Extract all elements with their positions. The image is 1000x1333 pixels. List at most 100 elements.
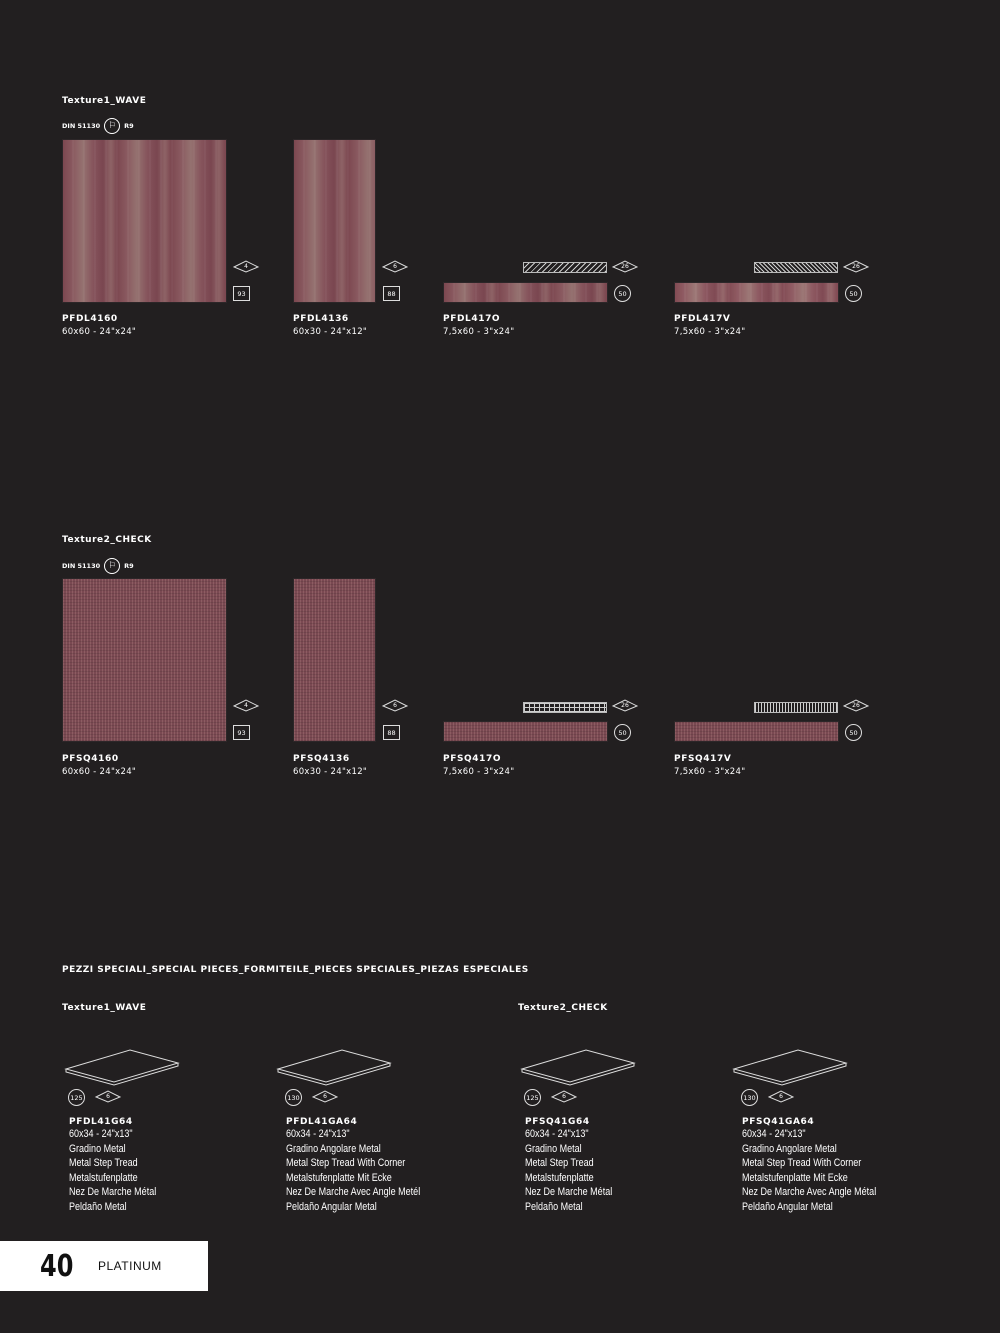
name-es: Peldaño Angular Metal — [286, 1200, 377, 1213]
product-code: PFSQ41G64 — [525, 1117, 590, 1127]
name-de: Metalstufenplatte Mit Ecke — [742, 1171, 848, 1184]
tile-image-pfdl4160 — [62, 139, 227, 303]
product-size: 60x60 - 24"x24" — [62, 767, 137, 777]
tile-image-pfdl417v — [674, 282, 839, 303]
name-es: Peldaño Angular Metal — [742, 1200, 833, 1213]
product-code: PFDL417V — [674, 314, 731, 324]
pallet-count-box: 93 — [233, 286, 250, 301]
pattern-swatch-icon — [523, 702, 607, 713]
slip-resistance-icon: ⚐ — [104, 558, 121, 574]
pack-icon: 26 — [842, 260, 870, 273]
name-de: Metalstufenplatte — [69, 1171, 138, 1184]
step-tread-corner-icon — [732, 1049, 848, 1086]
pack-count: 6 — [562, 1093, 566, 1100]
product-size: 7,5x60 - 3"x24" — [443, 327, 515, 337]
special-check-title: Texture2_CHECK — [518, 1003, 608, 1013]
pallet-count-box: 88 — [383, 286, 400, 301]
product-code: PFDL4136 — [293, 314, 349, 324]
pallet-count-circle: 50 — [845, 724, 862, 741]
name-fr: Nez De Marche Métal — [69, 1186, 157, 1198]
name-it: Gradino Angolare Metal — [742, 1142, 837, 1155]
special-wave-title: Texture1_WAVE — [62, 1003, 147, 1013]
product-size: 60x30 - 24"x12" — [293, 327, 368, 337]
pattern-swatch-icon — [523, 262, 607, 273]
pattern-swatch-icon — [754, 262, 838, 273]
pack-count: 6 — [393, 263, 397, 270]
pack-icon: 26 — [842, 699, 870, 712]
name-de: Metalstufenplatte Mit Ecke — [286, 1171, 392, 1184]
pack-count: 6 — [106, 1093, 110, 1100]
pallet-count-circle: 125 — [524, 1089, 541, 1106]
pallet-count-circle: 130 — [741, 1089, 758, 1106]
pack-count: 26 — [852, 263, 860, 270]
pack-icon: 6 — [381, 699, 409, 712]
din-rating-wave: DIN 51130 ⚐ R9 — [62, 118, 134, 134]
slip-resistance-icon: ⚐ — [104, 118, 121, 134]
pack-count: 4 — [244, 263, 248, 270]
pattern-swatch-icon — [754, 702, 838, 713]
page-footer: 40 PLATINUM — [0, 1241, 208, 1291]
product-code: PFSQ417V — [674, 754, 732, 764]
product-size: 7,5x60 - 3"x24" — [674, 767, 746, 777]
pack-icon: 6 — [767, 1090, 795, 1103]
pack-icon: 26 — [611, 260, 639, 273]
name-fr: Nez De Marche Avec Angle Metél — [286, 1186, 421, 1198]
pack-count: 6 — [393, 702, 397, 709]
page-number: 40 — [40, 1248, 74, 1284]
check-section-title: Texture2_CHECK — [62, 535, 152, 545]
product-size: 60x30 - 24"x12" — [293, 767, 368, 777]
pack-count: 6 — [779, 1093, 783, 1100]
pack-count: 4 — [244, 702, 248, 709]
din-rating-check: DIN 51130 ⚐ R9 — [62, 558, 134, 574]
din-rating: R9 — [124, 562, 134, 570]
pack-icon: 6 — [94, 1090, 122, 1103]
special-pieces-heading: PEZZI SPECIALI_SPECIAL PIECES_FORMITEILE… — [62, 965, 529, 975]
product-size: 60x34 - 24"x13" — [69, 1128, 133, 1140]
tile-image-pfsq417v — [674, 721, 839, 742]
product-code: PFDL41GA64 — [286, 1117, 358, 1127]
name-it: Gradino Angolare Metal — [286, 1142, 381, 1155]
pack-icon: 6 — [311, 1090, 339, 1103]
name-en: Metal Step Tread With Corner — [286, 1157, 406, 1169]
name-en: Metal Step Tread — [525, 1157, 594, 1169]
pack-icon: 4 — [232, 699, 260, 712]
name-fr: Nez De Marche Métal — [525, 1186, 613, 1198]
product-size: 60x60 - 24"x24" — [62, 327, 137, 337]
product-code: PFDL417O — [443, 314, 501, 324]
product-size: 60x34 - 24"x13" — [525, 1128, 589, 1140]
product-size: 60x34 - 24"x13" — [742, 1128, 806, 1140]
pack-icon: 6 — [381, 260, 409, 273]
pallet-count-circle: 50 — [845, 285, 862, 302]
special-item-pfsq41ga64: PFSQ41GA64 60x34 - 24"x13" Gradino Angol… — [742, 1117, 906, 1214]
product-size: 7,5x60 - 3"x24" — [674, 327, 746, 337]
product-size: 7,5x60 - 3"x24" — [443, 767, 515, 777]
tile-image-pfdl417o — [443, 282, 608, 303]
name-en: Metal Step Tread — [69, 1157, 138, 1169]
pack-count: 6 — [323, 1093, 327, 1100]
tile-image-pfdl4136 — [293, 139, 376, 303]
product-size: 60x34 - 24"x13" — [286, 1128, 350, 1140]
pack-count: 26 — [621, 263, 629, 270]
product-code: PFSQ41GA64 — [742, 1117, 815, 1127]
brand-name: PLATINUM — [98, 1259, 162, 1273]
special-item-pfsq41g64: PFSQ41G64 60x34 - 24"x13" Gradino Metal … — [525, 1117, 631, 1214]
step-tread-icon — [64, 1049, 180, 1086]
name-es: Peldaño Metal — [525, 1200, 583, 1213]
product-code: PFDL4160 — [62, 314, 118, 324]
product-code: PFDL41G64 — [69, 1117, 133, 1127]
din-rating: R9 — [124, 122, 134, 130]
name-it: Gradino Metal — [69, 1142, 126, 1155]
step-tread-icon — [520, 1049, 636, 1086]
pallet-count-circle: 50 — [614, 285, 631, 302]
wave-section-title: Texture1_WAVE — [62, 96, 147, 106]
name-fr: Nez De Marche Avec Angle Métal — [742, 1186, 877, 1198]
product-code: PFSQ417O — [443, 754, 502, 764]
pack-icon: 4 — [232, 260, 260, 273]
product-code: PFSQ4136 — [293, 754, 350, 764]
pallet-count-circle: 130 — [285, 1089, 302, 1106]
name-de: Metalstufenplatte — [525, 1171, 594, 1184]
product-code: PFSQ4160 — [62, 754, 119, 764]
din-label: DIN 51130 — [62, 122, 101, 130]
pack-icon: 6 — [550, 1090, 578, 1103]
name-en: Metal Step Tread With Corner — [742, 1157, 862, 1169]
